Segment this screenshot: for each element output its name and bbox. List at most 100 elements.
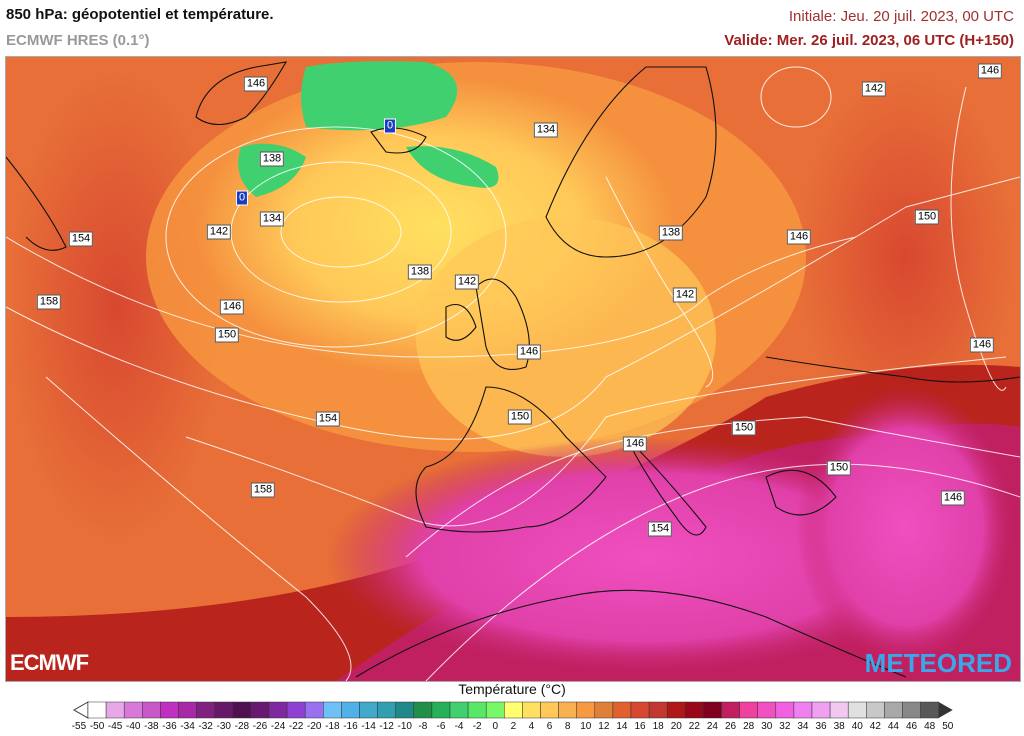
- colorbar-title: Température (°C): [458, 681, 566, 697]
- colorbar-tick-label: 40: [851, 721, 863, 732]
- contour-label: 154: [68, 231, 94, 247]
- colorbar-tick-label: -28: [234, 721, 250, 732]
- colorbar-swatch: [160, 701, 179, 719]
- colorbar-tick-label: 22: [688, 721, 700, 732]
- colorbar-tick-label: 38: [833, 721, 845, 732]
- contour-label: 142: [861, 81, 887, 97]
- temperature-field: [6, 57, 1020, 681]
- temperature-colorbar: [72, 701, 953, 719]
- map-title: 850 hPa: géopotentiel et température.: [6, 6, 274, 23]
- contour-label: 146: [243, 76, 269, 92]
- colorbar-swatch: [504, 701, 523, 719]
- contour-label: 134: [259, 211, 285, 227]
- colorbar-tick-label: 20: [670, 721, 682, 732]
- colorbar-tick-label: 42: [869, 721, 881, 732]
- contour-label: 150: [214, 327, 240, 343]
- colorbar-swatch: [87, 701, 107, 719]
- colorbar-tick-label: -26: [252, 721, 268, 732]
- contour-label: 146: [622, 436, 648, 452]
- contour-label: 158: [36, 294, 62, 310]
- colorbar-swatch: [793, 701, 813, 719]
- ecmwf-logo-text: ECMWF: [10, 650, 89, 675]
- weather-map: 146 142 146 134 138 0 0 134 142 154 150 146 138 142 13…: [5, 56, 1021, 682]
- colorbar-tick-label: 50: [942, 721, 954, 732]
- colorbar-swatch: [576, 701, 596, 719]
- colorbar-swatch: [522, 701, 541, 719]
- colorbar-tick-label: 4: [528, 721, 535, 732]
- contour-label: 150: [914, 209, 940, 225]
- colorbar-tick-label: -18: [325, 721, 340, 732]
- colorbar-swatch: [178, 701, 197, 719]
- contour-label: 146: [516, 344, 542, 360]
- contour-label: 138: [658, 225, 684, 241]
- colorbar-swatch: [250, 701, 270, 719]
- colorbar-tick-label: 6: [546, 721, 553, 732]
- colorbar-swatch: [884, 701, 903, 719]
- colorbar-swatch: [214, 701, 234, 719]
- colorbar-swatch: [866, 701, 885, 719]
- colorbar-tick-label: -38: [144, 721, 159, 732]
- colorbar-swatch: [612, 701, 632, 719]
- colorbar-swatch: [142, 701, 161, 719]
- colorbar-swatch: [377, 701, 396, 719]
- colorbar-tick-label: -24: [270, 721, 286, 732]
- colorbar-swatch: [775, 701, 795, 719]
- colorbar-tick-label: 36: [815, 721, 827, 732]
- colorbar-swatch: [902, 701, 921, 719]
- colorbar-swatch: [268, 701, 288, 719]
- colorbar-swatch: [323, 701, 342, 719]
- colorbar-swatch: [449, 701, 469, 719]
- colorbar-tick-label: 18: [652, 721, 664, 732]
- colorbar-swatch: [485, 701, 505, 719]
- colorbar-swatch: [431, 701, 451, 719]
- contour-label: 142: [206, 224, 232, 240]
- ecmwf-logo: ECMWF: [10, 650, 89, 676]
- colorbar-swatch: [703, 701, 722, 719]
- colorbar-tick-label: 0: [492, 721, 499, 732]
- colorbar-swatch: [666, 701, 686, 719]
- colorbar-tick-label: -22: [288, 721, 304, 732]
- colorbar-swatch: [920, 701, 939, 719]
- contour-label: 150: [507, 409, 533, 425]
- colorbar-tick-label: 32: [779, 721, 791, 732]
- colorbar-swatch: [286, 701, 306, 719]
- contour-label: 158: [250, 482, 276, 498]
- colorbar-swatch: [123, 701, 143, 719]
- colorbar-swatch: [196, 701, 215, 719]
- colorbar-tick-label: 16: [634, 721, 646, 732]
- colorbar-tick-label: -12: [379, 721, 394, 732]
- colorbar-tick-label: 44: [887, 721, 899, 732]
- colorbar-tick-label: -55: [71, 721, 87, 732]
- colorbar-swatch: [811, 701, 831, 719]
- contour-label: 142: [454, 274, 480, 290]
- colorbar-tick-label: -20: [307, 721, 322, 732]
- colorbar-swatch: [558, 701, 577, 719]
- colorbar-swatch: [467, 701, 487, 719]
- colorbar-tick-label: 8: [564, 721, 571, 732]
- contour-label: 146: [977, 63, 1003, 79]
- colorbar-tick-label: -2: [472, 721, 482, 732]
- colorbar-swatch: [359, 701, 378, 719]
- colorbar-tick-label: -14: [361, 721, 376, 732]
- colorbar-swatch: [630, 701, 650, 719]
- colorbar-swatch: [721, 701, 740, 719]
- colorbar-swatch: [739, 701, 758, 719]
- colorbar-swatch: [395, 701, 415, 719]
- colorbar-min-arrow: [72, 701, 89, 719]
- contour-label: 154: [647, 521, 673, 537]
- contour-label: 150: [826, 460, 852, 476]
- colorbar-tick-label: 30: [761, 721, 773, 732]
- colorbar-swatch: [232, 701, 252, 719]
- colorbar-tick-label: 24: [706, 721, 718, 732]
- model-name: ECMWF HRES (0.1°): [6, 32, 150, 49]
- colorbar-tick-label: 12: [598, 721, 610, 732]
- colorbar-tick-label: 46: [905, 721, 918, 732]
- colorbar-tick-label: -36: [162, 721, 177, 732]
- colorbar-tick-label: 26: [724, 721, 737, 732]
- meteored-logo-text: METEORED: [864, 648, 1012, 678]
- colorbar-swatch: [847, 701, 867, 719]
- colorbar-tick-label: -50: [89, 721, 105, 732]
- colorbar-swatch: [105, 701, 125, 719]
- contour-label: 146: [940, 490, 966, 506]
- colorbar-tick-label: -10: [397, 721, 412, 732]
